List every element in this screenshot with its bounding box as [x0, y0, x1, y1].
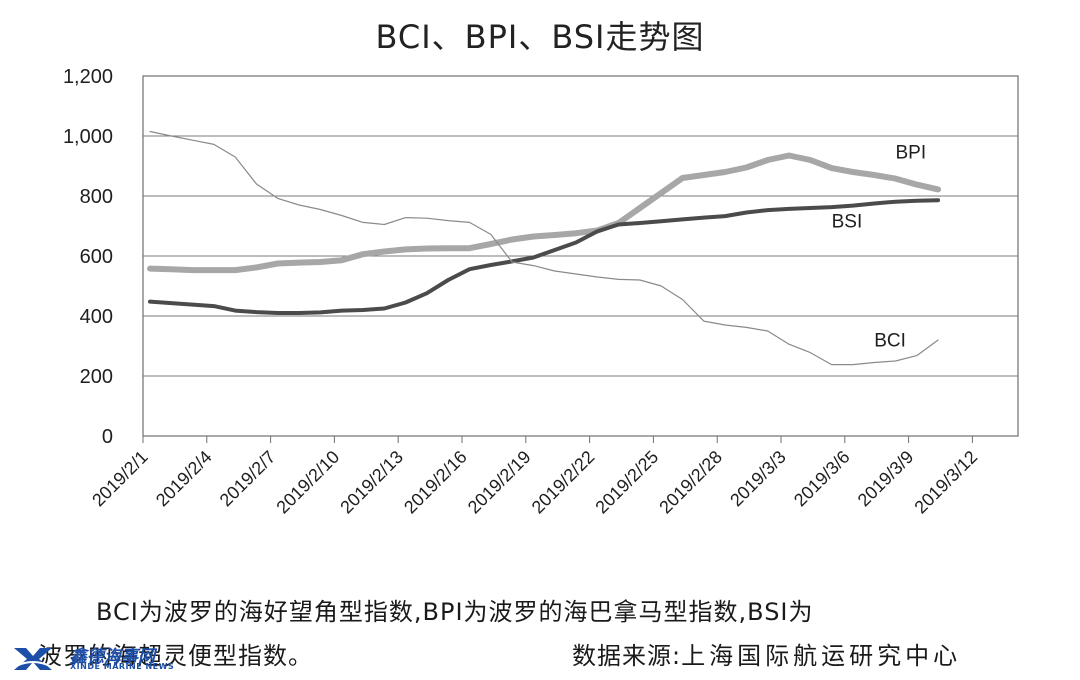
y-tick-label: 400 [80, 306, 113, 328]
x-tick-label: 2019/2/28 [655, 447, 726, 518]
data-source: 数据来源:上海国际航运研究中心 [572, 636, 961, 671]
y-tick-label: 0 [102, 426, 113, 448]
y-tick-label: 800 [80, 186, 113, 208]
x-tick-label: 2019/3/3 [726, 447, 790, 511]
series-label-bpi: BPI [896, 143, 927, 164]
x-tick-label: 2019/2/25 [591, 447, 662, 518]
x-tick-label: 2019/2/22 [528, 447, 599, 518]
x-tick-label: 2019/2/1 [88, 447, 152, 511]
x-tick-label: 2019/3/6 [790, 447, 854, 511]
x-tick-label: 2019/2/7 [216, 447, 280, 511]
source-label: 数据来源: [572, 642, 682, 670]
x-tick-label: 2019/2/16 [400, 447, 471, 518]
logo-mark-icon [14, 648, 52, 670]
y-tick-label: 200 [80, 366, 113, 388]
series-line-bsi [148, 198, 941, 315]
caption-line-1: BCI为波罗的海好望角型指数,BPI为波罗的海巴拿马型指数,BSI为 [96, 598, 814, 626]
watermark-en: XINDE MARINE NEWS [70, 662, 175, 671]
series-label-bsi: BSI [832, 212, 863, 233]
series-label-bci: BCI [874, 330, 906, 351]
chart-title: BCI、BPI、BSI走势图 [375, 18, 705, 56]
x-tick-label: 2019/2/10 [272, 447, 343, 518]
source-org: 上海国际航运研究中心 [681, 642, 962, 670]
caption-line-2: 波罗的海超灵便型指数。 [38, 642, 313, 670]
series-line-bpi [147, 152, 942, 274]
series-line-bci [149, 130, 939, 366]
y-tick-label: 1,200 [63, 66, 113, 88]
watermark-logo: 鑫德海事网 XINDE MARINE NEWS [8, 642, 174, 676]
x-tick-label: 2019/2/13 [336, 447, 407, 518]
y-tick-label: 600 [80, 246, 113, 268]
x-tick-label: 2019/2/4 [152, 447, 216, 511]
watermark-cn: 鑫德海事网 [70, 647, 155, 667]
y-tick-label: 1,000 [63, 126, 113, 148]
x-tick-label: 2019/2/19 [464, 447, 535, 518]
x-tick-label: 2019/3/9 [854, 447, 918, 511]
x-tick-label: 2019/3/12 [910, 447, 981, 518]
